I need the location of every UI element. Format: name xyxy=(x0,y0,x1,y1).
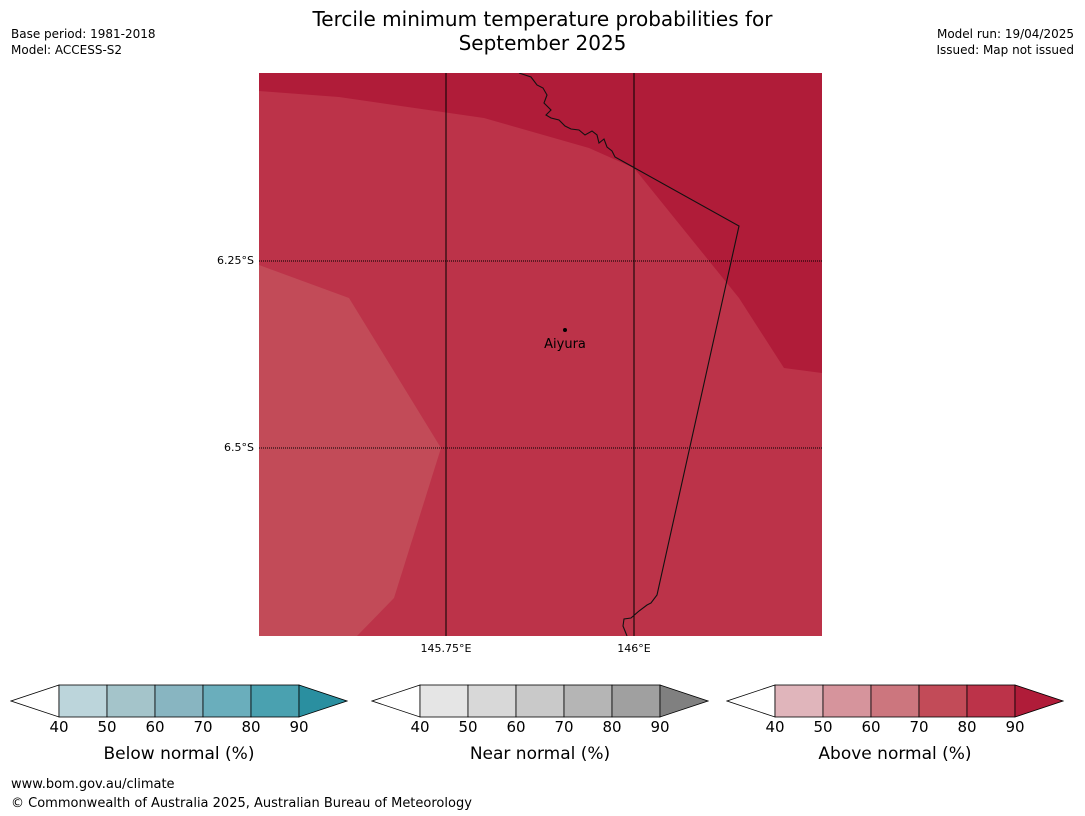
near-swatch-60 xyxy=(515,684,565,718)
colorbar-above-swatches xyxy=(726,684,1064,718)
colorbar-below-swatches xyxy=(10,684,348,718)
above-swatch-80 xyxy=(966,684,1016,718)
below-swatch-50 xyxy=(106,684,156,718)
below-extend-low xyxy=(10,684,60,718)
near-swatch-40 xyxy=(419,684,469,718)
near-extend-low xyxy=(371,684,421,718)
near-swatch-80 xyxy=(611,684,661,718)
footer: www.bom.gov.au/climate © Commonwealth of… xyxy=(11,775,472,813)
below-swatch-70 xyxy=(202,684,252,718)
aiyura-label: Aiyura xyxy=(544,337,586,352)
lat-label-6-5: 6.5°S xyxy=(224,441,254,454)
above-swatch-40 xyxy=(774,684,824,718)
below-tick-40: 40 xyxy=(49,718,69,736)
above-swatch-50 xyxy=(822,684,872,718)
above-swatch-60 xyxy=(870,684,920,718)
near-tick-90: 90 xyxy=(650,718,670,736)
aiyura-marker[interactable] xyxy=(563,328,567,332)
colorbar-above-label: Above normal (%) xyxy=(818,744,972,764)
colorbar-below-label: Below normal (%) xyxy=(103,744,255,764)
near-tick-40: 40 xyxy=(410,718,430,736)
colorbar-below-ticks: 40 50 60 70 80 90 xyxy=(10,718,348,736)
model-text: Model: ACCESS-S2 xyxy=(11,43,123,57)
graticule xyxy=(259,73,822,636)
lat-label-6-25: 6.25°S xyxy=(217,254,254,267)
above-tick-70: 70 xyxy=(909,718,929,736)
above-tick-90: 90 xyxy=(1005,718,1025,736)
map-title: Tercile minimum temperature probabilitie… xyxy=(0,7,1085,55)
near-tick-70: 70 xyxy=(554,718,574,736)
near-tick-50: 50 xyxy=(458,718,478,736)
below-tick-60: 60 xyxy=(145,718,165,736)
title-line-1: Tercile minimum temperature probabilitie… xyxy=(312,7,773,31)
above-swatch-70 xyxy=(918,684,968,718)
above-extend-high xyxy=(1014,684,1064,718)
below-swatch-80 xyxy=(250,684,300,718)
issued-text: Issued: Map not issued xyxy=(936,43,1074,57)
colorbar-near-label: Near normal (%) xyxy=(469,744,611,764)
fill-above-70-80 xyxy=(259,265,441,636)
base-period-text: Base period: 1981-2018 xyxy=(11,27,156,41)
below-tick-90: 90 xyxy=(289,718,309,736)
model-run-text: Model run: 19/04/2025 xyxy=(936,27,1074,41)
near-extend-high xyxy=(659,684,709,718)
colorbar-near-ticks: 40 50 60 70 80 90 xyxy=(371,718,709,736)
below-tick-80: 80 xyxy=(241,718,261,736)
near-tick-60: 60 xyxy=(506,718,526,736)
above-extend-low xyxy=(726,684,776,718)
footer-url[interactable]: www.bom.gov.au/climate xyxy=(11,777,175,792)
metadata-left: Base period: 1981-2018 Model: ACCESS-S2 xyxy=(11,26,156,58)
footer-copyright: © Commonwealth of Australia 2025, Austra… xyxy=(11,796,472,811)
map-area[interactable]: Aiyura xyxy=(259,73,822,636)
above-tick-60: 60 xyxy=(861,718,881,736)
below-tick-70: 70 xyxy=(193,718,213,736)
below-swatch-40 xyxy=(58,684,108,718)
title-line-2: September 2025 xyxy=(458,31,627,55)
above-tick-50: 50 xyxy=(813,718,833,736)
lon-label-145-75: 145.75°E xyxy=(420,642,472,655)
below-tick-50: 50 xyxy=(97,718,117,736)
colorbar-above-normal: 40 50 60 70 80 90 Above normal (%) xyxy=(726,684,1064,764)
above-tick-80: 80 xyxy=(957,718,977,736)
lon-label-146: 146°E xyxy=(617,642,651,655)
near-tick-80: 80 xyxy=(602,718,622,736)
colorbar-above-ticks: 40 50 60 70 80 90 xyxy=(726,718,1064,736)
below-swatch-60 xyxy=(154,684,204,718)
above-tick-40: 40 xyxy=(765,718,785,736)
colorbar-near-swatches xyxy=(371,684,709,718)
metadata-right: Model run: 19/04/2025 Issued: Map not is… xyxy=(936,26,1074,58)
colorbar-near-normal: 40 50 60 70 80 90 Near normal (%) xyxy=(371,684,709,764)
below-extend-high xyxy=(298,684,348,718)
near-swatch-50 xyxy=(467,684,517,718)
province-border xyxy=(518,73,740,636)
colorbar-below-normal: 40 50 60 70 80 90 Below normal (%) xyxy=(10,684,348,764)
near-swatch-70 xyxy=(563,684,613,718)
probability-map[interactable] xyxy=(259,73,822,636)
